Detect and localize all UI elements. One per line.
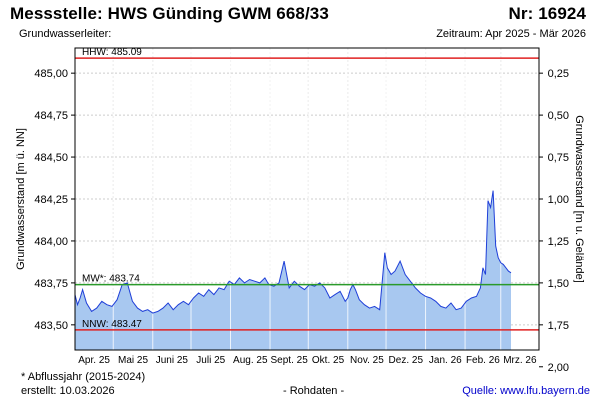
aquifer-label: Grundwasserleiter: xyxy=(19,28,112,40)
y-tick-label: 484,25 xyxy=(34,194,68,206)
x-tick-label: Nov. 25 xyxy=(350,355,384,366)
y-tick-label: 484,75 xyxy=(34,110,68,122)
y2-axis-title: Grundwasserstand [m u. Gelände] xyxy=(573,115,585,283)
y2-tick-label: 0,75 xyxy=(548,152,569,164)
y2-tick-label: 1,75 xyxy=(548,320,569,332)
series-area xyxy=(75,190,511,350)
x-tick-label: Dez. 25 xyxy=(389,355,424,366)
x-tick-label: Mrz. 26 xyxy=(503,355,537,366)
x-tick-label: Mai 25 xyxy=(118,355,148,366)
reference-lines: HHW: 485.09 MW*: 483.74 NNW: 483.47 xyxy=(75,47,539,331)
reference-line-label: HHW: 485.09 xyxy=(82,47,142,58)
x-tick-label: Okt. 25 xyxy=(312,355,345,366)
station-number: Nr: 16924 xyxy=(508,4,586,23)
y-tick-label: 483,75 xyxy=(34,278,68,290)
y-tick-label: 483,50 xyxy=(34,320,68,332)
data-layer xyxy=(74,48,512,350)
y2-tick-label: 1,50 xyxy=(548,278,569,290)
y-tick-label: 485,00 xyxy=(34,68,68,80)
x-tick-label: Feb. 26 xyxy=(466,355,500,366)
y2-tick-label: 0,25 xyxy=(548,68,569,80)
x-tick-label: Jan. 26 xyxy=(429,355,462,366)
footnote: * Abflussjahr (2015-2024) xyxy=(21,371,146,383)
x-tick-label: Juni 25 xyxy=(156,355,189,366)
x-tick-label: Aug. 25 xyxy=(233,355,268,366)
created-date: erstellt: 10.03.2026 xyxy=(21,385,115,397)
y2-tick-label: 1,00 xyxy=(548,194,569,206)
y-tick-label: 484,50 xyxy=(34,152,68,164)
y-axis-title: Grundwasserstand [m ü. NN] xyxy=(15,128,27,270)
source-link[interactable]: Quelle: www.lfu.bayern.de xyxy=(462,385,590,397)
reference-line-label: NNW: 483.47 xyxy=(82,319,142,330)
raw-data-note: - Rohdaten - xyxy=(283,385,345,397)
series-line xyxy=(74,190,512,314)
period-label: Zeitraum: Apr 2025 - Mär 2026 xyxy=(436,28,586,40)
y2-tick-label: 2,00 xyxy=(548,362,569,374)
x-tick-label: Juli 25 xyxy=(196,355,225,366)
y2-tick-label: 0,50 xyxy=(548,110,569,122)
y2-tick-label: 1,25 xyxy=(548,236,569,248)
axes: 483,50 483,75 484,00 484,25 484,50 484,75 485,… xyxy=(34,68,569,374)
page-title: Messstelle: HWS Günding GWM 668/33 xyxy=(10,4,329,23)
x-tick-label: Apr. 25 xyxy=(78,355,110,366)
reference-line-label: MW*: 483.74 xyxy=(82,274,140,285)
y-tick-label: 484,00 xyxy=(34,236,68,248)
x-tick-label: Sept. 25 xyxy=(271,355,309,366)
